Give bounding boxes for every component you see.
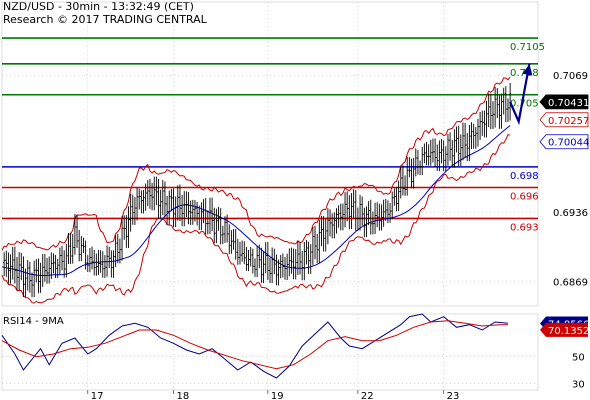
level-label: 0.698	[510, 171, 539, 182]
rsi-badge-label: 70.1352	[548, 326, 589, 337]
level-label: 0.696	[510, 191, 539, 202]
rsi-series-line-rsi14	[1, 313, 509, 379]
rsi-tick-label: 30	[572, 379, 585, 390]
rsi-panel-frame	[1, 313, 539, 391]
x-tick-label: 19	[271, 391, 284, 400]
level-label: 0.705	[510, 99, 539, 110]
y-tick-label: 0.7069	[553, 71, 588, 82]
price-badge-label: 0.70431	[548, 98, 589, 109]
price-panel-frame	[1, 1, 539, 307]
y-tick-label: 0.6869	[553, 277, 588, 288]
x-tick-label: 18	[177, 391, 190, 400]
rsi-tick-label: 50	[572, 353, 585, 364]
x-tick-label: 17	[91, 391, 104, 400]
price-badge	[539, 112, 589, 128]
moving-average-line	[1, 125, 511, 276]
price-badge	[539, 134, 589, 150]
chart-copyright: Research © 2017 TRADING CENTRAL	[3, 13, 207, 26]
rsi-badge	[540, 322, 588, 337]
bollinger-upper-line	[1, 76, 511, 251]
bollinger-lower-line	[1, 134, 511, 304]
rsi-panel-label: RSI14 - 9MA	[3, 316, 64, 327]
price-badge-label: 0.70257	[548, 116, 589, 127]
price-badge-label: 0.70044	[548, 138, 589, 149]
rsi-series-line-ma9	[1, 320, 508, 370]
chart-title: NZD/USD - 30min - 13:32:49 (CET)	[3, 0, 194, 13]
y-tick-label: 0.6936	[553, 208, 588, 219]
level-label: 0.693	[510, 222, 539, 233]
price-badge	[539, 94, 589, 110]
x-tick-label: 23	[447, 391, 460, 400]
forecast-arrow-head	[522, 63, 533, 76]
x-tick-label: 22	[361, 391, 374, 400]
forecast-arrow	[509, 63, 531, 126]
level-label: 0.7105	[510, 42, 545, 53]
